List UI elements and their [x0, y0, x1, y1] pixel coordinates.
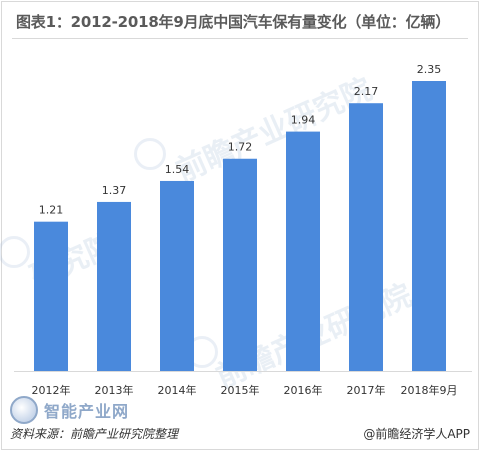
bar-6 [412, 81, 446, 371]
brand-credit: @前瞻经济学人APP [363, 427, 470, 441]
x-tick-label-5: 2017年 [347, 383, 386, 397]
bar-2 [160, 180, 194, 371]
x-tick-label-3: 2015年 [221, 383, 260, 397]
value-label-0: 1.21 [39, 204, 64, 217]
source-note: 资料来源：前瞻产业研究院整理 [10, 427, 179, 441]
x-tick-label-2: 2014年 [158, 383, 197, 397]
bar-4 [286, 131, 320, 371]
value-label-1: 1.37 [102, 184, 127, 197]
x-tick-label-4: 2016年 [284, 383, 323, 397]
chart-title: 图表1：2012-2018年9月底中国汽车保有量变化（单位：亿辆） [16, 13, 450, 31]
site-logo-icon [10, 396, 38, 424]
site-badge: 智能产业网 [10, 396, 170, 424]
bar-5 [349, 103, 383, 371]
value-label-2: 1.54 [165, 163, 190, 176]
watermark-logo-icon [134, 138, 166, 170]
site-badge-text: 智能产业网 [44, 402, 130, 421]
bar-3 [223, 158, 257, 371]
title-divider [12, 38, 468, 39]
value-label-5: 2.17 [354, 85, 379, 98]
value-label-4: 1.94 [291, 114, 316, 127]
x-tick-label-6: 2018年9月 [401, 383, 458, 397]
bar-0 [34, 221, 68, 371]
value-label-6: 2.35 [417, 63, 442, 76]
value-label-3: 1.72 [228, 141, 253, 154]
x-tick-label-0: 2012年 [32, 383, 71, 397]
watermark-logo-icon [0, 236, 30, 268]
bar-1 [97, 201, 131, 371]
x-tick-label-1: 2013年 [95, 383, 134, 397]
